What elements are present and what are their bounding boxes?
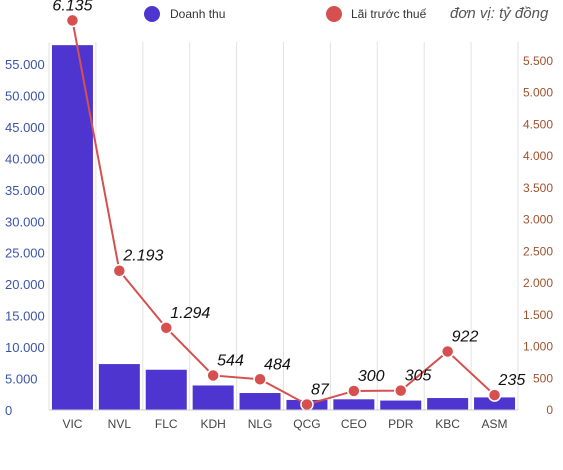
profit-line — [65, 13, 502, 412]
profit-line-path — [71, 20, 496, 406]
profit-label-vic: 6.135 — [52, 0, 92, 14]
y-right-tick-label: 4.000 — [523, 149, 553, 163]
profit-point-nvl — [112, 263, 127, 278]
y-right-tick-label: 0 — [546, 403, 553, 417]
profit-point-kdh — [206, 368, 220, 383]
y-right-tick-label: 3.500 — [523, 181, 553, 195]
y-left-tick-label: 30.000 — [5, 214, 45, 229]
bar-kbc — [427, 398, 469, 410]
bars — [51, 45, 516, 411]
y-left-tick-label: 40.000 — [5, 151, 45, 166]
legend: Doanh thu Lãi trước thuế — [144, 6, 427, 22]
y-left-tick-label: 55.000 — [5, 57, 45, 72]
y-left-tick-label: 15.000 — [5, 309, 45, 324]
y-left-tick-label: 35.000 — [5, 183, 45, 198]
profit-point-qcg — [300, 397, 314, 412]
bar-pdr — [380, 400, 422, 410]
profit-label-nlg: 484 — [264, 356, 291, 373]
legend-marker-lai-truoc-thue — [326, 6, 342, 22]
x-tick-label: NVL — [108, 417, 132, 431]
legend-label-lai-truoc-thue: Lãi trước thuế — [351, 7, 427, 21]
x-tick-label: FLC — [155, 417, 178, 431]
x-tick-label: ASM — [482, 417, 508, 431]
profit-label-flc: 1.294 — [170, 305, 210, 322]
y-right-tick-label: 2.500 — [523, 244, 553, 258]
profit-point-kbc — [440, 344, 455, 359]
y-left-tick-label: 50.000 — [5, 88, 45, 103]
x-tick-label: KDH — [200, 417, 225, 431]
bar-vic — [51, 45, 93, 411]
bar-kdh — [192, 385, 234, 410]
y-left-tick-label: 20.000 — [5, 277, 45, 292]
profit-point-ceo — [347, 384, 361, 398]
x-tick-label: NLG — [248, 417, 273, 431]
profit-label-qcg: 87 — [311, 381, 330, 398]
profit-point-nlg — [253, 372, 267, 387]
profit-label-kdh: 544 — [217, 352, 244, 369]
bar-asm — [474, 397, 516, 410]
y-left-tick-label: 0 — [5, 403, 12, 418]
x-tick-label: VIC — [62, 417, 82, 431]
profit-label-nvl: 2.193 — [122, 248, 163, 265]
x-tick-label: KBC — [435, 417, 460, 431]
bar-nlg — [239, 393, 281, 410]
gridlines — [48, 42, 519, 410]
y-right-tick-label: 1.500 — [523, 308, 553, 322]
profit-point-asm — [487, 388, 502, 402]
x-tick-label: QCG — [293, 417, 320, 431]
bar-ceo — [333, 399, 375, 410]
profit-point-vic — [65, 13, 80, 28]
y-right-tick-label: 4.500 — [523, 117, 553, 131]
profit-label-pdr: 305 — [405, 368, 432, 385]
profit-label-ceo: 300 — [358, 368, 385, 385]
y-right-tick-label: 1.000 — [523, 340, 553, 354]
y-right-tick-label: 5.000 — [523, 86, 553, 100]
y-left-tick-label: 25.000 — [5, 246, 45, 261]
y-right-tick-label: 500 — [533, 371, 553, 385]
profit-label-kbc: 922 — [452, 328, 479, 345]
data-labels: 6.135 2.193 1.294 544 484 87 300 305 922 235 — [52, 0, 525, 398]
y-right-tick-label: 3.000 — [523, 213, 553, 227]
legend-label-doanh-thu: Doanh thu — [170, 7, 225, 21]
bar-nvl — [98, 364, 140, 410]
profit-point-pdr — [394, 383, 408, 398]
profit-point-flc — [159, 321, 173, 335]
x-tick-label: CEO — [341, 417, 367, 431]
x-tick-label: PDR — [388, 417, 414, 431]
legend-marker-doanh-thu — [144, 6, 160, 22]
profit-label-asm: 235 — [498, 372, 526, 389]
y-left-tick-label: 45.000 — [5, 120, 45, 135]
y-right-tick-label: 5.500 — [523, 54, 553, 68]
unit-note: đơn vị: tỷ đồng — [450, 5, 549, 22]
bar-flc — [145, 369, 187, 410]
y-right-tick-label: 2.000 — [523, 276, 553, 290]
y-left-tick-label: 5.000 — [5, 372, 38, 387]
axes: VIC NVL FLC KDH NLG QCG CEO PDR KBC ASM 0 5.000 10.0… — [5, 54, 553, 431]
y-left-tick-label: 10.000 — [5, 340, 45, 355]
